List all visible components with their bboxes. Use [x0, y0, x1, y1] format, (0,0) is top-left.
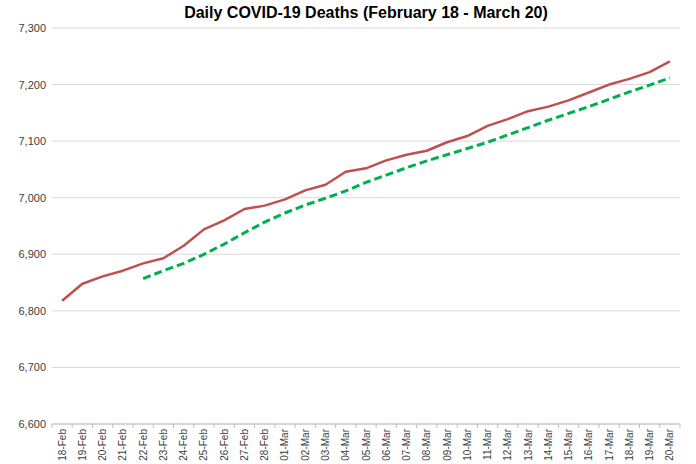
x-tick-label: 28-Feb: [259, 429, 270, 461]
grid-line: [52, 424, 680, 425]
x-tick-label: 24-Feb: [178, 429, 189, 461]
x-tick-label: 19-Feb: [77, 429, 88, 461]
x-tick-label: 13-Mar: [523, 428, 534, 460]
x-tick-label: 18-Mar: [624, 428, 635, 460]
y-tick-label: 6,700: [18, 361, 46, 373]
x-tick-label: 09-Mar: [442, 428, 453, 460]
x-tick-label: 14-Mar: [543, 428, 554, 460]
x-tick: [335, 424, 336, 428]
x-tick: [416, 424, 417, 428]
y-tick-label: 6,800: [18, 305, 46, 317]
x-tick: [538, 424, 539, 428]
x-tick: [619, 424, 620, 428]
y-tick-label: 7,100: [18, 135, 46, 147]
x-tick: [133, 424, 134, 428]
x-tick: [295, 424, 296, 428]
x-tick: [376, 424, 377, 428]
x-tick: [457, 424, 458, 428]
x-tick-label: 21-Feb: [117, 429, 128, 461]
x-tick-label: 07-Mar: [401, 428, 412, 460]
x-tick: [153, 424, 154, 428]
x-tick-label: 27-Feb: [239, 429, 250, 461]
x-tick: [72, 424, 73, 428]
x-tick-label: 05-Mar: [361, 428, 372, 460]
x-tick-label: 19-Mar: [644, 428, 655, 460]
grid-line: [52, 367, 680, 368]
x-tick: [234, 424, 235, 428]
grid-line: [52, 141, 680, 142]
x-tick: [497, 424, 498, 428]
x-tick: [274, 424, 275, 428]
grid-line: [52, 254, 680, 255]
x-axis: [52, 424, 680, 425]
y-tick-label: 7,200: [18, 79, 46, 91]
x-tick: [52, 424, 53, 428]
x-tick-label: 11-Mar: [482, 428, 493, 460]
x-tick-label: 08-Mar: [421, 428, 432, 460]
chart: Daily COVID-19 Deaths (February 18 - Mar…: [0, 0, 696, 464]
x-tick: [173, 424, 174, 428]
x-tick-label: 18-Feb: [57, 429, 68, 461]
x-tick: [315, 424, 316, 428]
grid-line: [52, 310, 680, 311]
x-tick: [355, 424, 356, 428]
x-tick-label: 12-Mar: [502, 428, 513, 460]
x-tick: [558, 424, 559, 428]
x-tick: [659, 424, 660, 428]
x-tick-label: 04-Mar: [340, 428, 351, 460]
x-tick-label: 10-Mar: [462, 428, 473, 460]
x-tick-label: 20-Mar: [664, 428, 675, 460]
x-tick: [92, 424, 93, 428]
x-tick-label: 25-Feb: [198, 429, 209, 461]
y-tick-label: 7,300: [18, 22, 46, 34]
x-tick-label: 22-Feb: [138, 429, 149, 461]
x-tick-label: 06-Mar: [381, 428, 392, 460]
x-tick-label: 15-Mar: [563, 428, 574, 460]
x-tick-label: 01-Mar: [279, 428, 290, 460]
x-tick: [193, 424, 194, 428]
plot-area: [62, 61, 670, 300]
x-tick-label: 03-Mar: [320, 428, 331, 460]
y-tick-label: 6,900: [18, 248, 46, 260]
x-tick: [517, 424, 518, 428]
x-tick: [254, 424, 255, 428]
series-line: [62, 61, 670, 300]
x-tick: [214, 424, 215, 428]
x-tick-label: 02-Mar: [300, 428, 311, 460]
x-tick: [598, 424, 599, 428]
x-tick-label: 17-Mar: [604, 428, 615, 460]
series-line: [143, 78, 670, 279]
grid-line: [52, 84, 680, 85]
y-tick-label: 6,600: [18, 418, 46, 430]
x-tick: [396, 424, 397, 428]
x-tick-label: 20-Feb: [97, 429, 108, 461]
x-tick: [477, 424, 478, 428]
x-tick-label: 26-Feb: [219, 429, 230, 461]
x-tick-label: 16-Mar: [583, 428, 594, 460]
y-tick-label: 7,000: [18, 192, 46, 204]
x-tick-label: 23-Feb: [158, 429, 169, 461]
x-tick: [112, 424, 113, 428]
x-tick: [680, 424, 681, 428]
title: Daily COVID-19 Deaths (February 18 - Mar…: [184, 4, 548, 21]
grid-line: [52, 197, 680, 198]
x-tick: [578, 424, 579, 428]
x-tick: [436, 424, 437, 428]
grid-line: [52, 28, 680, 29]
x-tick: [639, 424, 640, 428]
